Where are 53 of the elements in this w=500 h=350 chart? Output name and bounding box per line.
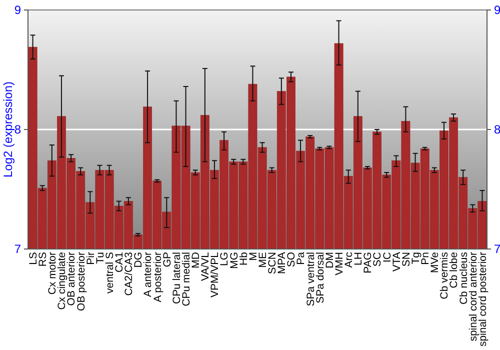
x-tick-label: MPA bbox=[276, 252, 288, 274]
y2-tick-label: 9 bbox=[494, 2, 500, 17]
x-tick-label: VTA bbox=[390, 252, 403, 272]
x-tick-label: PAG bbox=[362, 252, 374, 274]
x-tick-label: SO bbox=[286, 252, 298, 268]
y-axis-title: Log2 (expression) bbox=[1, 81, 15, 178]
x-tick-label: Tg bbox=[410, 252, 422, 264]
x-tick-label: OB anterior bbox=[66, 252, 78, 306]
x-tick-label: Cx cingulate bbox=[56, 252, 68, 310]
x-tick-label: Pa bbox=[295, 252, 308, 265]
y2-tick-label: 8 bbox=[494, 122, 500, 136]
x-tick-label: Pn bbox=[420, 252, 432, 265]
y-tick-label: 8 bbox=[14, 122, 22, 136]
x-tick-label: SPa ventral bbox=[304, 252, 317, 306]
x-tick-label: CA1 bbox=[114, 252, 126, 272]
x-tick-label: VPM/VPL bbox=[209, 252, 222, 298]
x-tick-label: SC bbox=[372, 252, 384, 267]
x-tick-label: spinal cord posterior bbox=[476, 251, 489, 347]
x-tick-label: Cb nucleus bbox=[458, 252, 470, 305]
x-tick-label: A anterior bbox=[142, 252, 154, 297]
x-tick-label: spinal cord anterior bbox=[467, 251, 480, 342]
x-tick-label: RS bbox=[37, 252, 50, 267]
x-tick-label: LS bbox=[27, 252, 40, 265]
x-tick-label: M bbox=[247, 252, 260, 261]
x-tick-label: VA/VL bbox=[200, 252, 212, 281]
x-tick-label: OB posterior bbox=[75, 252, 88, 311]
y-tick-label: 7 bbox=[14, 242, 22, 256]
y2-tick-label: 7 bbox=[494, 242, 500, 256]
x-tick-label: Hb bbox=[238, 252, 250, 266]
x-tick-label: Arc bbox=[343, 252, 356, 268]
x-tick-label: GP bbox=[161, 252, 174, 268]
x-tick-label: MG bbox=[228, 252, 240, 269]
x-tick-label: VMH bbox=[333, 252, 346, 276]
x-tick-label: DG bbox=[132, 252, 145, 268]
x-tick-label: SN bbox=[400, 252, 412, 267]
x-tick-label: IC bbox=[381, 252, 394, 262]
y-tick-label: 9 bbox=[14, 2, 22, 17]
x-tick-label: MVe bbox=[429, 252, 442, 274]
x-tick-label: Pir bbox=[84, 252, 97, 265]
x-tick-label: LG bbox=[218, 252, 231, 266]
x-tick-label: ventral S bbox=[104, 252, 116, 294]
x-tick-label: SCN bbox=[266, 252, 279, 274]
x-tick-label: A posterior bbox=[152, 252, 164, 302]
x-tick-label: SPa dorsal bbox=[314, 252, 326, 304]
x-tick-label: Tu bbox=[94, 252, 106, 264]
x-tick-label: ME bbox=[256, 252, 269, 268]
x-tick-label: LH bbox=[352, 252, 365, 266]
x-tick-label: CPu medial bbox=[180, 252, 192, 306]
x-tick-label: DM bbox=[324, 252, 336, 268]
x-tick-label: CPu lateral bbox=[170, 252, 183, 304]
x-tick-label: CA2/CA3 bbox=[123, 252, 136, 296]
x-tick-label: Cb lobe bbox=[448, 252, 460, 288]
x-tick-label: MD bbox=[190, 252, 202, 268]
